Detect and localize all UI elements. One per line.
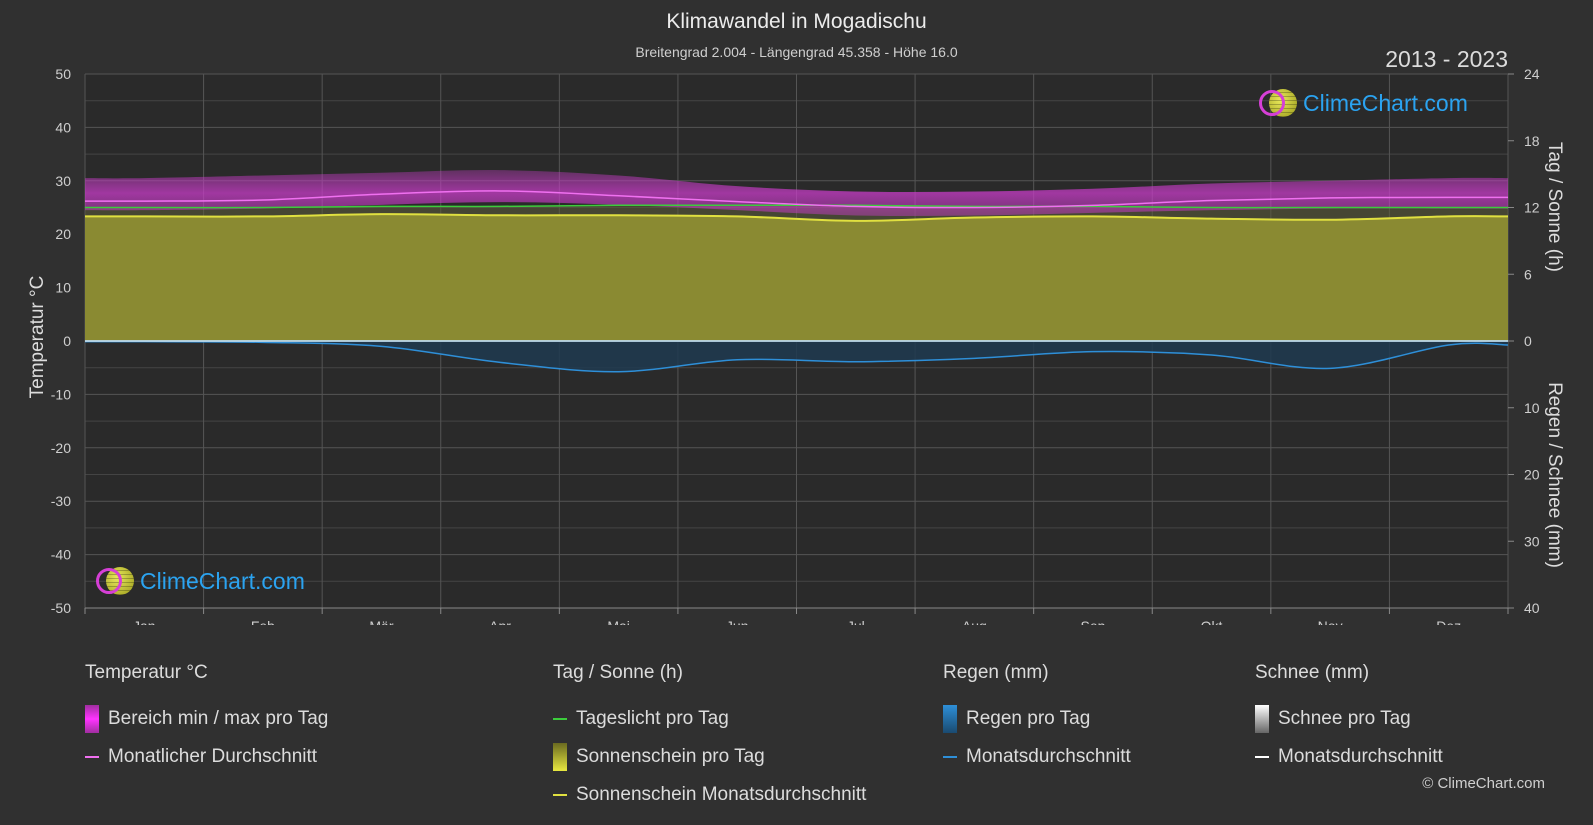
- sunshine-area: [85, 205, 1508, 341]
- y-axis-label-right-bottom: Regen / Schnee (mm): [1544, 382, 1565, 568]
- y-tick-label-left: 20: [55, 226, 71, 242]
- axes: 50 40 30 20 10 0 -10 -20 -30 -40 -50 24 18 12 6 0 10 20 30…: [51, 66, 1540, 625]
- legend-item: Schnee pro Tag: [1255, 700, 1443, 738]
- y-tick-label-right-top: 6: [1524, 266, 1532, 282]
- x-tick-label: Jan: [133, 618, 156, 625]
- temp-avg-line: [84, 190, 1509, 209]
- y-tick-label-left: -50: [51, 600, 71, 616]
- y-tick-label-left: 0: [63, 333, 71, 349]
- legend-sun: Tag / Sonne (h) Tageslicht pro Tag Sonne…: [553, 662, 866, 814]
- y-tick-label-left: -30: [51, 493, 71, 509]
- logo-ring-icon: [1259, 90, 1285, 116]
- line-swatch-icon: [553, 718, 567, 720]
- legend-label: Schnee pro Tag: [1278, 708, 1411, 729]
- sunshine-swatch-icon: [553, 743, 567, 771]
- legend-title: Regen (mm): [943, 662, 1049, 683]
- chart-subtitle: Breitengrad 2.004 - Längengrad 45.358 - …: [635, 44, 958, 60]
- x-tick-label: Dez: [1436, 618, 1461, 625]
- legend-rain: Regen (mm) Regen pro Tag Monatsdurchschn…: [943, 662, 1131, 776]
- y-axis-label-left: Temperatur °C: [27, 276, 48, 399]
- legend-label: Bereich min / max pro Tag: [108, 708, 329, 729]
- rain-area: [85, 341, 1508, 372]
- y-tick-label-left: 40: [55, 119, 71, 135]
- rain-avg-line: [84, 340, 1509, 373]
- legend-item: Monatsdurchschnitt: [943, 738, 1131, 776]
- legend-title: Schnee (mm): [1255, 662, 1370, 683]
- line-swatch-icon: [85, 756, 99, 758]
- y-tick-label-right-bottom: 30: [1524, 533, 1540, 549]
- y-tick-label-left: -20: [51, 440, 71, 456]
- x-tick-label: Mai: [607, 618, 630, 625]
- x-tick-label: Aug: [962, 618, 987, 625]
- logo-ring-icon: [96, 568, 122, 594]
- temp-range-fill: [85, 170, 1508, 217]
- copyright: © ClimeChart.com: [1422, 775, 1545, 792]
- y-tick-label-right-bottom: 20: [1524, 467, 1540, 483]
- legend-label: Sonnenschein Monatsdurchschnitt: [576, 784, 867, 805]
- y-tick-label-right-top: 12: [1524, 200, 1540, 216]
- y-tick-label-left: 50: [55, 66, 71, 82]
- legend-temperature: Temperatur °C Bereich min / max pro Tag …: [85, 662, 328, 776]
- legend-item: Tageslicht pro Tag: [553, 700, 866, 738]
- logo-text: ClimeChart.com: [1303, 89, 1468, 116]
- y-tick-label-right-bottom: 10: [1524, 400, 1540, 416]
- legend-item: Monatsdurchschnitt: [1255, 738, 1443, 776]
- rain-swatch-icon: [943, 705, 957, 733]
- daylight-line: [85, 204, 1508, 209]
- x-tick-label: Okt: [1201, 618, 1223, 625]
- legend-item: Sonnenschein Monatsdurchschnitt: [553, 776, 866, 814]
- x-tick-label: Feb: [251, 618, 275, 625]
- legend-label: Regen pro Tag: [966, 708, 1091, 729]
- legend-item: Bereich min / max pro Tag: [85, 700, 328, 738]
- legend-item: Sonnenschein pro Tag: [553, 738, 866, 776]
- legend-title: Temperatur °C: [85, 662, 208, 683]
- line-swatch-icon: [1255, 756, 1269, 758]
- y-axis-label-right-top: Tag / Sonne (h): [1544, 142, 1565, 272]
- chart-title: Klimawandel in Mogadischu: [666, 10, 927, 33]
- temperature-range-band: [85, 170, 1508, 217]
- y-tick-label-right-top: 24: [1524, 66, 1540, 82]
- climate-chart: 50 40 30 20 10 0 -10 -20 -30 -40 -50 24 18 12 6 0 10 20 30…: [27, 66, 1565, 625]
- x-tick-label: Mär: [369, 618, 393, 625]
- legend-snow: Schnee (mm) Schnee pro Tag Monatsdurchsc…: [1255, 662, 1443, 776]
- y-tick-label-right-bottom: 40: [1524, 600, 1540, 616]
- year-range: 2013 - 2023: [1385, 46, 1508, 72]
- legend-label: Monatlicher Durchschnitt: [108, 746, 318, 767]
- x-tick-label: Nov: [1318, 618, 1343, 625]
- legend-item: Monatlicher Durchschnitt: [85, 738, 328, 776]
- x-tick-label: Jul: [847, 618, 865, 625]
- legend-label: Tageslicht pro Tag: [576, 708, 729, 729]
- legend-label: Sonnenschein pro Tag: [576, 746, 765, 767]
- line-swatch-icon: [943, 756, 957, 758]
- legend-label: Monatsdurchschnitt: [966, 746, 1131, 767]
- sunshine-avg-line: [85, 213, 1509, 222]
- y-tick-label-left: 10: [55, 280, 71, 296]
- legend-item: Regen pro Tag: [943, 700, 1131, 738]
- range-swatch-icon: [85, 705, 99, 733]
- y-tick-label-right-top: 0: [1524, 333, 1532, 349]
- line-swatch-icon: [553, 794, 567, 796]
- logo-text: ClimeChart.com: [140, 567, 305, 594]
- sunshine-fill: [85, 214, 1508, 341]
- legend-label: Monatsdurchschnitt: [1278, 746, 1443, 767]
- y-tick-label-left: 30: [55, 173, 71, 189]
- x-tick-label: Sep: [1080, 618, 1105, 625]
- y-tick-label-left: -10: [51, 386, 71, 402]
- legend-title: Tag / Sonne (h): [553, 662, 683, 683]
- rain-fill: [85, 341, 1508, 372]
- logo-bottom: ClimeChart.com: [96, 567, 305, 595]
- y-tick-label-right-top: 18: [1524, 133, 1540, 149]
- snow-swatch-icon: [1255, 705, 1269, 733]
- y-tick-label-left: -40: [51, 547, 71, 563]
- logo-top: ClimeChart.com: [1259, 89, 1468, 117]
- x-tick-label: Jun: [726, 618, 749, 625]
- x-tick-label: Apr: [489, 618, 511, 625]
